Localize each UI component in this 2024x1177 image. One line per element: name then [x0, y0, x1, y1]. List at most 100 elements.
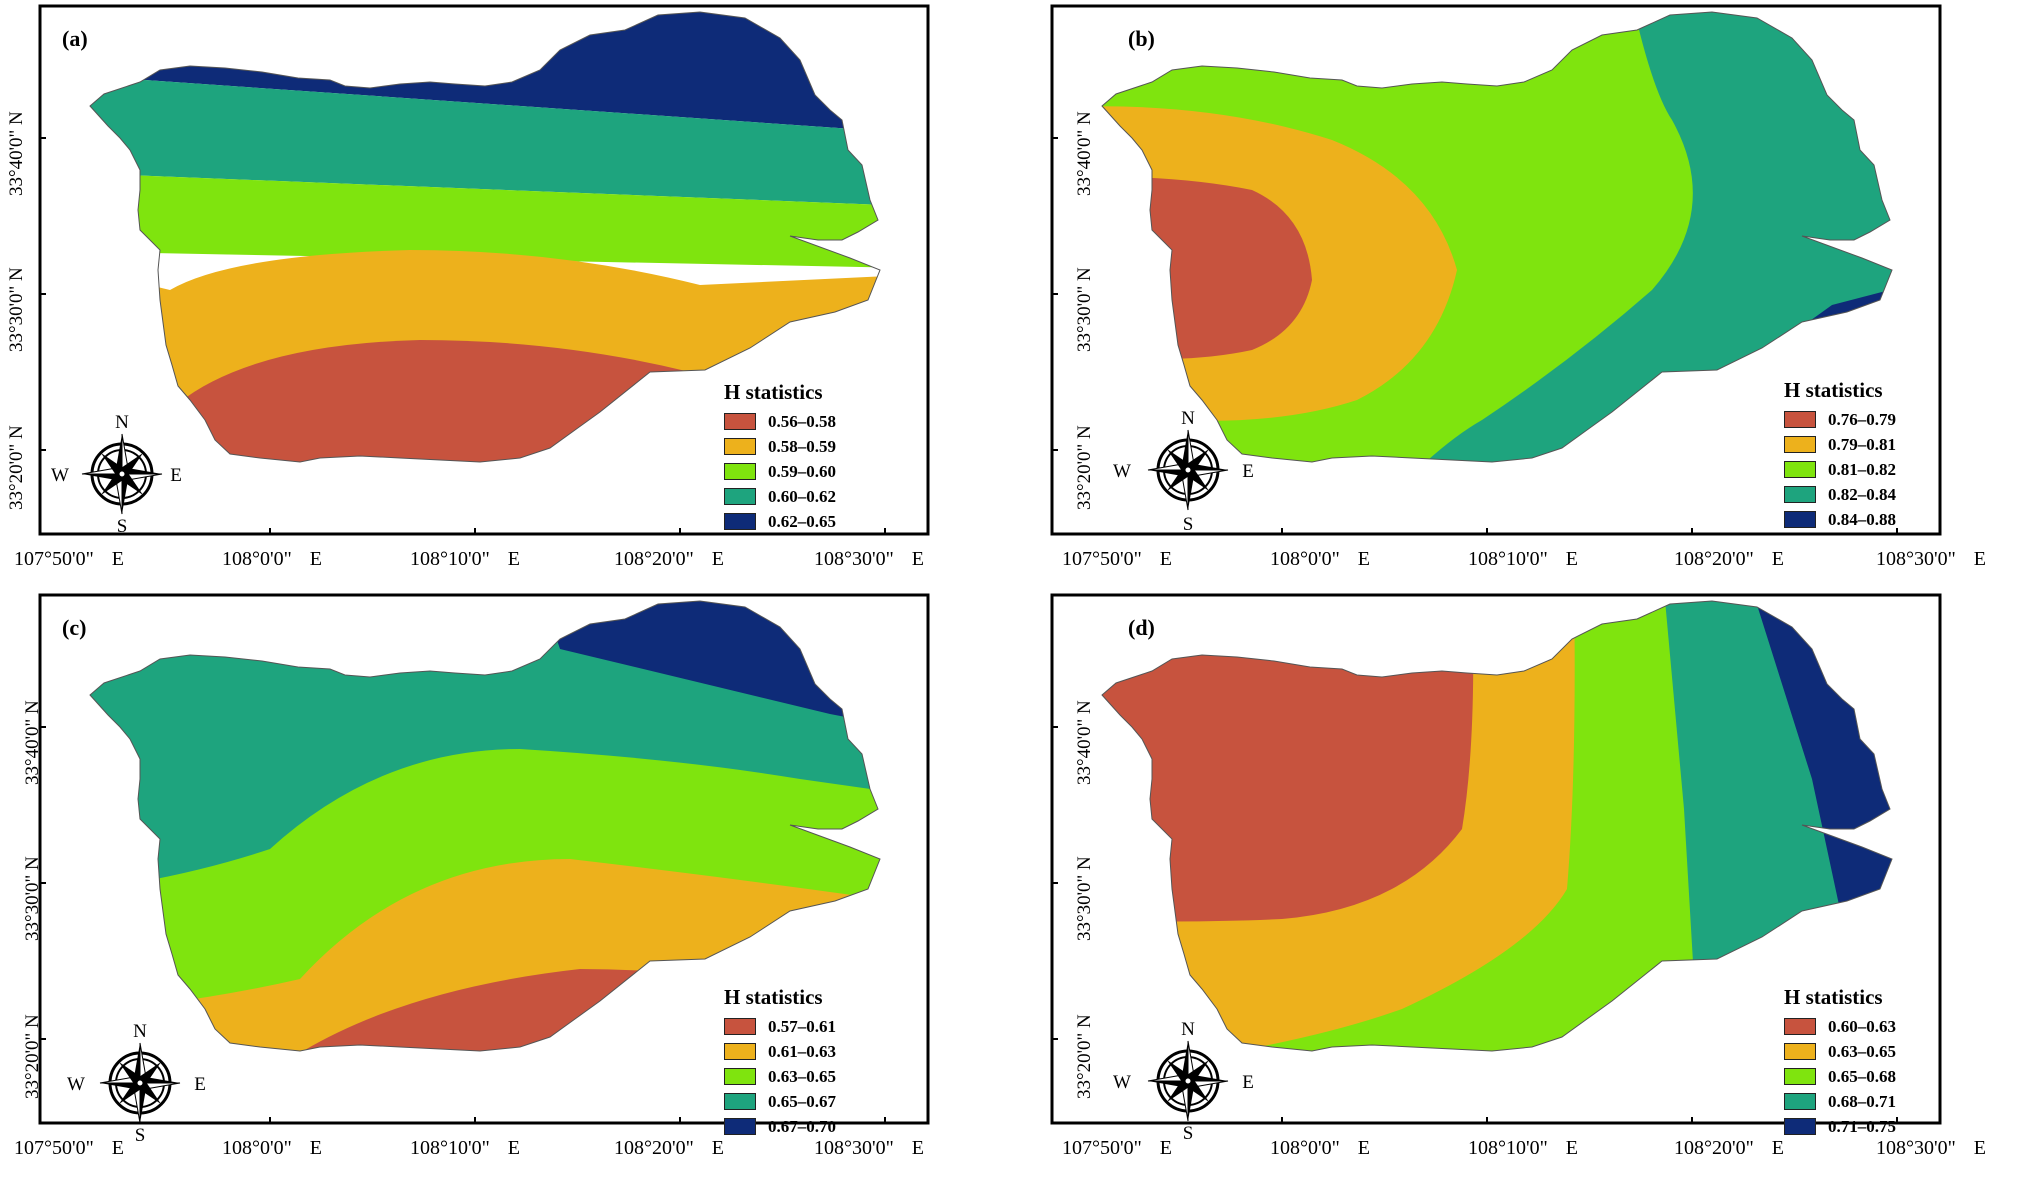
x-tick-label: 107°50'0" E — [1062, 1137, 1172, 1159]
legend-item: 0.63–0.65 — [1784, 1039, 1954, 1064]
panel-label: (c) — [62, 615, 87, 640]
compass-n: N — [133, 1021, 147, 1042]
legend-swatch — [724, 488, 756, 505]
legend-item: 0.62–0.65 — [724, 509, 894, 534]
legend: H statistics 0.76–0.79 0.79–0.81 0.81–0.… — [1784, 378, 1954, 532]
legend-item: 0.71–0.75 — [1784, 1114, 1954, 1139]
legend-swatch — [724, 413, 756, 430]
compass-w: W — [1113, 461, 1131, 482]
map-panel-c: N S E W — [38, 593, 930, 1146]
compass-e: E — [1242, 461, 1254, 482]
y-tick-label: 33°40'0" N — [1074, 111, 1095, 196]
zone-class3 — [90, 170, 880, 270]
y-tick-label: 33°30'0" N — [1074, 856, 1095, 941]
x-tick-label: 107°50'0" E — [1062, 548, 1172, 570]
x-tick-label: 108°0'0" E — [222, 548, 322, 570]
compass-n: N — [115, 412, 129, 433]
legend-item: 0.60–0.63 — [1784, 1014, 1954, 1039]
legend-title: H statistics — [1784, 378, 1883, 402]
legend-swatch — [1784, 1018, 1816, 1035]
legend-swatch — [724, 438, 756, 455]
x-tick-label: 107°50'0" E — [14, 548, 124, 570]
legend-item: 0.59–0.60 — [724, 459, 894, 484]
x-tick-label: 107°50'0" E — [14, 1137, 124, 1159]
legend-title: H statistics — [1784, 985, 1883, 1009]
legend-item: 0.56–0.58 — [724, 409, 894, 434]
legend-item: 0.82–0.84 — [1784, 482, 1954, 507]
map-panel-a: N S E W — [38, 4, 930, 537]
panel-label: (b) — [1128, 26, 1155, 51]
legend-item: 0.60–0.62 — [724, 484, 894, 509]
panel-d: N S E W (d) 33°40'0" N 33°30'0" N 33°20'… — [1012, 589, 2024, 1177]
legend-swatch — [724, 1118, 756, 1135]
legend-swatch — [1784, 1043, 1816, 1060]
x-tick-marks — [269, 528, 886, 534]
panel-c: N S E W (c) 33°40'0" N 33°30'0" N 33°20'… — [0, 589, 1012, 1177]
legend-item: 0.84–0.88 — [1784, 507, 1954, 532]
y-tick-marks — [40, 726, 46, 1040]
legend-swatch — [1784, 1068, 1816, 1085]
x-tick-label: 108°0'0" E — [1270, 548, 1370, 570]
x-tick-label: 108°10'0" E — [1468, 548, 1578, 570]
y-tick-label: 33°30'0" N — [22, 856, 43, 941]
y-tick-label: 33°20'0" N — [1074, 1014, 1095, 1099]
zone-class1 — [130, 340, 720, 462]
y-tick-label: 33°20'0" N — [1074, 425, 1095, 510]
x-tick-label: 108°30'0" E — [1876, 548, 1986, 570]
legend-swatch — [724, 1043, 756, 1060]
compass-n: N — [1181, 408, 1195, 429]
legend-item: 0.81–0.82 — [1784, 457, 1954, 482]
compass-w: W — [67, 1074, 85, 1095]
x-tick-label: 108°20'0" E — [614, 548, 724, 570]
legend-item: 0.65–0.67 — [724, 1089, 894, 1114]
x-tick-label: 108°20'0" E — [1674, 1137, 1784, 1159]
y-tick-label: 33°30'0" N — [6, 267, 27, 352]
compass-e: E — [194, 1074, 206, 1095]
y-tick-marks — [1052, 726, 1058, 1040]
legend-swatch — [1784, 1093, 1816, 1110]
legend-title: H statistics — [724, 985, 823, 1009]
panel-b: N S E W (b) 33°40'0" N 33°30'0" N 33°20'… — [1012, 0, 2024, 588]
legend-item: 0.68–0.71 — [1784, 1089, 1954, 1114]
legend-swatch — [1784, 511, 1816, 528]
compass-e: E — [1242, 1072, 1254, 1093]
y-tick-label: 33°40'0" N — [1074, 700, 1095, 785]
legend-swatch — [724, 1093, 756, 1110]
x-tick-label: 108°10'0" E — [410, 548, 520, 570]
legend-item: 0.76–0.79 — [1784, 407, 1954, 432]
legend-item: 0.67–0.70 — [724, 1114, 894, 1139]
y-tick-label: 33°40'0" N — [6, 111, 27, 196]
y-tick-label: 33°30'0" N — [1074, 267, 1095, 352]
x-tick-label: 108°30'0" E — [1876, 1137, 1986, 1159]
compass-n: N — [1181, 1019, 1195, 1040]
y-tick-marks — [40, 137, 46, 451]
compass-s: S — [1183, 514, 1194, 535]
y-tick-label: 33°40'0" N — [22, 700, 43, 785]
legend-swatch — [1784, 486, 1816, 503]
y-tick-marks — [1052, 137, 1058, 451]
x-tick-label: 108°0'0" E — [1270, 1137, 1370, 1159]
zone-class4 — [90, 70, 880, 210]
map-panel-d: N S E W — [1050, 593, 1942, 1144]
compass-e: E — [170, 465, 182, 486]
legend: H statistics 0.56–0.58 0.58–0.59 0.59–0.… — [724, 380, 894, 534]
legend-swatch — [724, 463, 756, 480]
legend-item: 0.63–0.65 — [724, 1064, 894, 1089]
y-tick-label: 33°20'0" N — [6, 425, 27, 510]
legend: H statistics 0.60–0.63 0.63–0.65 0.65–0.… — [1784, 985, 1954, 1139]
panel-label: (d) — [1128, 615, 1155, 640]
x-tick-label: 108°0'0" E — [222, 1137, 322, 1159]
x-tick-marks — [1281, 528, 1898, 534]
compass-w: W — [1113, 1072, 1131, 1093]
zone-class5 — [540, 601, 880, 749]
legend-item: 0.65–0.68 — [1784, 1064, 1954, 1089]
compass-s: S — [1183, 1123, 1194, 1144]
legend-swatch — [1784, 461, 1816, 478]
legend-swatch — [724, 1068, 756, 1085]
y-tick-label: 33°20'0" N — [22, 1014, 43, 1099]
x-tick-label: 108°30'0" E — [814, 548, 924, 570]
x-tick-marks — [269, 1117, 886, 1123]
legend-item: 0.58–0.59 — [724, 434, 894, 459]
map-panel-b: N S E W — [1050, 4, 1942, 536]
x-tick-label: 108°20'0" E — [1674, 548, 1784, 570]
